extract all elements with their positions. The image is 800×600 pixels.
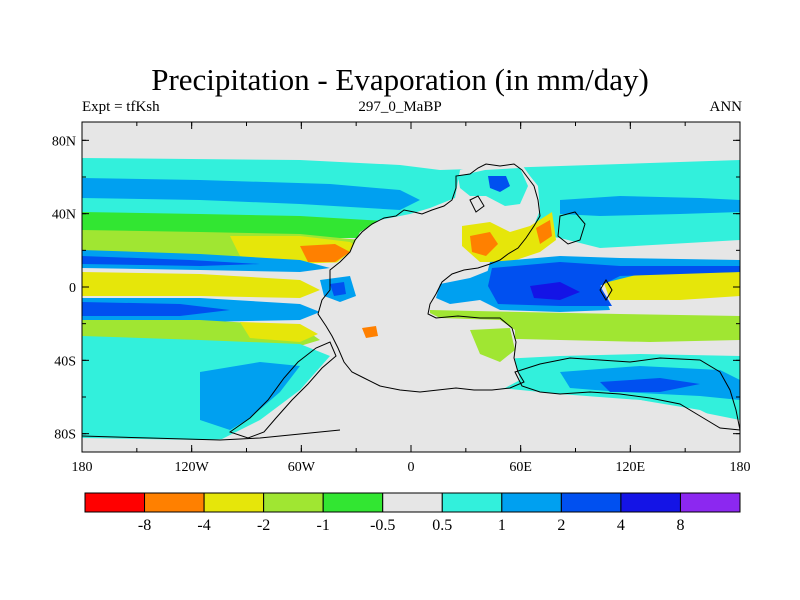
colorbar-label: 8 (676, 517, 684, 534)
colorbar-label: 1 (498, 517, 506, 534)
y-tick-label: 80N (52, 134, 76, 149)
tethys-orange-east (536, 220, 552, 244)
band-north-pacific-wet (560, 196, 740, 216)
colorbar-swatch (441, 492, 503, 513)
x-tick-label: 180 (730, 460, 751, 475)
colorbar-swatch (144, 492, 205, 513)
experiment-label: Expt = tfKsh (82, 99, 160, 115)
colorbar-label: 4 (617, 517, 625, 534)
colorbar-swatch (501, 492, 562, 513)
colorbar-label: 0.5 (432, 517, 452, 534)
gondwana-south-coast (470, 328, 515, 362)
band-subtrop-north-orange (300, 244, 350, 262)
coastline-australia (514, 357, 740, 431)
colorbar-swatch (560, 492, 622, 513)
colorbar-swatch (620, 492, 681, 513)
band-itcz-south-strong (82, 302, 230, 316)
colorbar-swatch (322, 492, 384, 513)
coastline-tethys-island (469, 195, 485, 213)
colorbar-label: 2 (557, 517, 565, 534)
band-equator-dry-east (600, 270, 740, 300)
x-tick-label: 120W (175, 460, 210, 475)
colorbar-swatch (84, 492, 146, 513)
band-equator-dry (82, 272, 320, 298)
y-tick-label: 0 (69, 281, 76, 296)
band-north-green (82, 212, 440, 238)
band-itcz-north-strong (82, 256, 260, 266)
band-south-wet-strong (200, 362, 300, 430)
y-tick-label: 40S (54, 354, 76, 369)
land-south-polar (82, 396, 740, 452)
axis-labels: 180 120W 60W 0 60E 120E 180 80N 40N 0 40S 80S (52, 134, 751, 475)
colorbar-swatch (263, 492, 324, 513)
period-label: 297_0_MaBP (358, 99, 442, 115)
land-east-tethys-wet (488, 176, 510, 192)
ocean-equatorial-wet-max (530, 282, 580, 300)
colorbar-label: -4 (197, 517, 210, 534)
season-label: ANN (709, 99, 743, 115)
x-tick-label: 60E (509, 460, 532, 475)
colorbar-swatch (679, 492, 741, 513)
x-tick-label: 60W (288, 460, 316, 475)
coastline-east-ocean (599, 279, 613, 301)
band-north-wet-strong (82, 178, 420, 210)
coastline-gondwana-west (228, 341, 337, 439)
coastline (82, 163, 740, 441)
band-subtrop-south-yellow (240, 322, 318, 342)
axis-ticks (81, 122, 741, 452)
chart-title: Precipitation - Evaporation (in mm/day) (151, 62, 649, 97)
colorbar-label: -2 (257, 517, 270, 534)
coastline-pangaea (317, 163, 541, 393)
band-south-wet-east-max (600, 378, 700, 392)
colorbar-swatch (382, 492, 443, 513)
gondwana-coast-orange (362, 326, 378, 338)
map-field (82, 122, 740, 452)
tethys-orange (470, 232, 498, 256)
colorbar-label: -8 (138, 517, 151, 534)
y-tick-label: 80S (54, 428, 76, 443)
x-tick-label: 180 (72, 460, 93, 475)
west-coast-wet-strong (330, 282, 346, 296)
colorbar-label: -0.5 (370, 517, 395, 534)
y-tick-label: 40N (52, 208, 76, 223)
colorbar-swatch (203, 492, 265, 513)
colorbar-label: -1 (317, 517, 330, 534)
colorbar: -8 -4 -2 -1 -0.5 0.5 1 2 4 8 (84, 492, 741, 534)
coastline-south-polar (82, 429, 341, 441)
x-tick-label: 120E (616, 460, 646, 475)
x-tick-label: 0 (408, 460, 415, 475)
coastline-east-asia (557, 211, 586, 245)
